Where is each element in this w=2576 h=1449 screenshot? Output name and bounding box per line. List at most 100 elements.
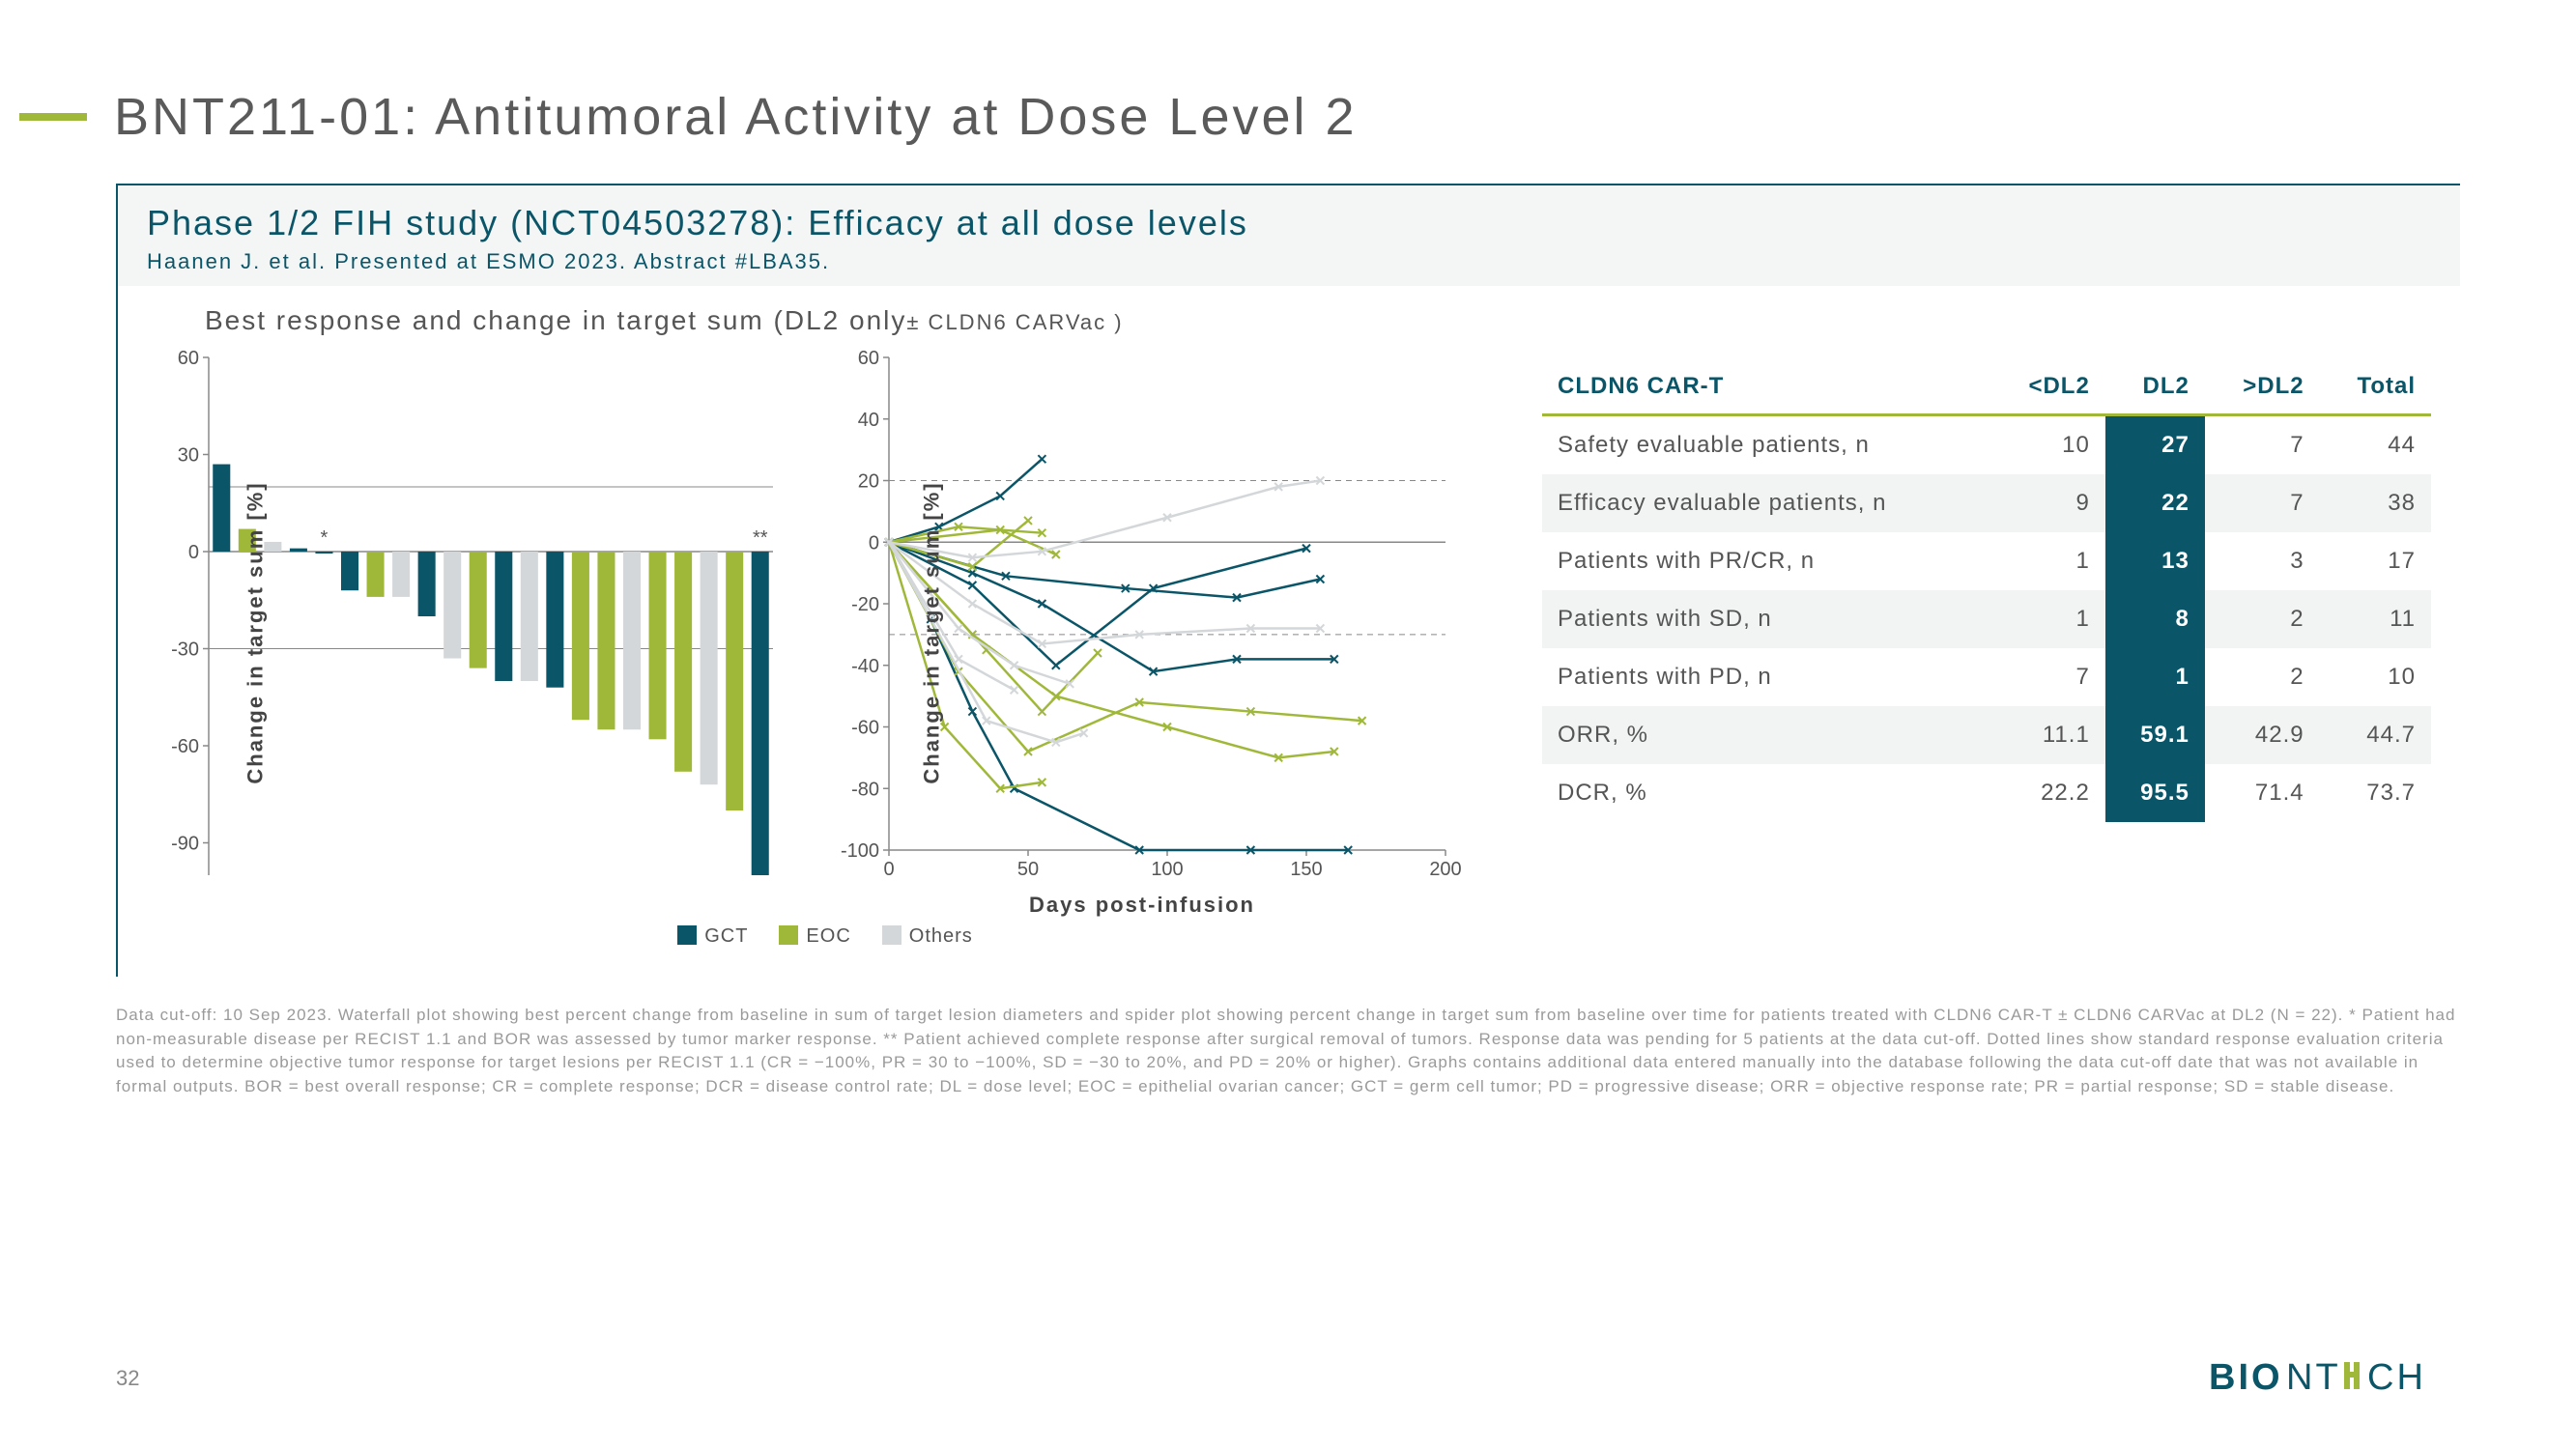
svg-text:30: 30 (178, 445, 199, 467)
table-cell: 8 (2105, 590, 2205, 648)
svg-text:**: ** (753, 527, 768, 549)
table-row: ORR, %11.159.142.944.7 (1542, 706, 2431, 764)
waterfall-chart: Change in target sum [%] -90 -60 -30 0 30 60 *… (147, 348, 785, 918)
table-header-cell: <DL2 (1990, 359, 2105, 415)
svg-text:60: 60 (858, 348, 879, 369)
svg-text:-40: -40 (851, 656, 879, 677)
svg-text:-80: -80 (851, 779, 879, 800)
table-cell: 73.7 (2320, 764, 2431, 822)
charts-region: Best response and change in target sum (… (147, 305, 1503, 948)
svg-text:200: 200 (1429, 859, 1461, 880)
svg-text:150: 150 (1290, 859, 1322, 880)
title-bar: BNT211-01: Antitumoral Activity at Dose … (116, 87, 2460, 147)
svg-text:0: 0 (869, 532, 879, 554)
table-row: Efficacy evaluable patients, n922738 (1542, 474, 2431, 532)
footnote: Data cut-off: 10 Sep 2023. Waterfall plo… (116, 1004, 2460, 1099)
table-cell: 3 (2205, 532, 2320, 590)
table-cell: 10 (1990, 415, 2105, 475)
spider-ylabel: Change in target sum [%] (920, 481, 945, 783)
svg-text:20: 20 (858, 471, 879, 493)
table-cell: 9 (1990, 474, 2105, 532)
charts-title: Best response and change in target sum (… (205, 305, 1503, 336)
legend-label: EOC (806, 925, 850, 947)
table-cell: 17 (2320, 532, 2431, 590)
panel-title: Phase 1/2 FIH study (NCT04503278): Effic… (147, 203, 2431, 243)
legend-label: GCT (704, 925, 748, 947)
table-header-cell: CLDN6 CAR-T (1542, 359, 1990, 415)
svg-text:0: 0 (188, 542, 199, 563)
legend-swatch-icon (779, 925, 798, 945)
table-cell: 11.1 (1990, 706, 2105, 764)
table-cell: 44.7 (2320, 706, 2431, 764)
svg-text:-30: -30 (171, 639, 199, 661)
table-row: Patients with PD, n71210 (1542, 648, 2431, 706)
content-panel: Phase 1/2 FIH study (NCT04503278): Effic… (116, 184, 2460, 977)
table-row: Patients with PR/CR, n113317 (1542, 532, 2431, 590)
table-cell: 1 (1990, 532, 2105, 590)
table-row: DCR, %22.295.571.473.7 (1542, 764, 2431, 822)
page-number: 32 (116, 1366, 139, 1391)
table-cell: Patients with SD, n (1542, 590, 1990, 648)
table-cell: 27 (2105, 415, 2205, 475)
table-row: Patients with SD, n18211 (1542, 590, 2431, 648)
table-cell: Patients with PD, n (1542, 648, 1990, 706)
table-cell: 1 (2105, 648, 2205, 706)
accent-bar-icon (19, 113, 87, 121)
svg-text:-60: -60 (171, 736, 199, 757)
legend-label: Others (909, 925, 973, 947)
table-cell: 95.5 (2105, 764, 2205, 822)
charts-row: Change in target sum [%] -90 -60 -30 0 30 60 *… (147, 348, 1503, 918)
svg-text:50: 50 (1017, 859, 1039, 880)
svg-text:CH: CH (2367, 1357, 2426, 1398)
efficacy-table: CLDN6 CAR-T<DL2DL2>DL2TotalSafety evalua… (1542, 359, 2431, 822)
svg-text:-100: -100 (841, 840, 879, 862)
table-cell: 2 (2205, 590, 2320, 648)
panel-subtitle: Haanen J. et al. Presented at ESMO 2023.… (147, 249, 2431, 274)
legend-item: GCT (677, 925, 748, 948)
table-cell: 38 (2320, 474, 2431, 532)
waterfall-ylabel: Change in target sum [%] (243, 481, 269, 783)
charts-title-b: ± CLDN6 CARVac ) (906, 310, 1123, 334)
chart-legend: GCT EOC Others (147, 925, 1503, 948)
legend-swatch-icon (677, 925, 697, 945)
table-cell: 10 (2320, 648, 2431, 706)
legend-item: Others (882, 925, 973, 948)
table-cell: 22 (2105, 474, 2205, 532)
company-logo: BIO NT CH (2209, 1352, 2460, 1401)
table-header-cell: Total (2320, 359, 2431, 415)
svg-text:*: * (321, 527, 329, 549)
slide: BNT211-01: Antitumoral Activity at Dose … (0, 0, 2576, 1449)
svg-text:-90: -90 (171, 834, 199, 855)
panel-header: Phase 1/2 FIH study (NCT04503278): Effic… (118, 185, 2460, 286)
table-cell: DCR, % (1542, 764, 1990, 822)
spider-chart: Change in target sum [%] -100 -80 -60 -40 -2… (823, 348, 1461, 918)
table-cell: 7 (1990, 648, 2105, 706)
slide-title: BNT211-01: Antitumoral Activity at Dose … (114, 87, 1358, 147)
efficacy-table-region: CLDN6 CAR-T<DL2DL2>DL2TotalSafety evalua… (1542, 305, 2431, 822)
table-cell: 42.9 (2205, 706, 2320, 764)
table-cell: 22.2 (1990, 764, 2105, 822)
table-cell: 59.1 (2105, 706, 2205, 764)
table-cell: 2 (2205, 648, 2320, 706)
charts-title-a: Best response and change in target sum (… (205, 305, 906, 335)
svg-text:0: 0 (883, 859, 894, 880)
table-cell: ORR, % (1542, 706, 1990, 764)
svg-text:60: 60 (178, 348, 199, 369)
table-cell: 44 (2320, 415, 2431, 475)
table-header-cell: >DL2 (2205, 359, 2320, 415)
spider-xlabel: Days post-infusion (823, 893, 1461, 918)
svg-text:-60: -60 (851, 718, 879, 739)
svg-text:NT: NT (2286, 1357, 2341, 1398)
legend-swatch-icon (882, 925, 902, 945)
table-row: Safety evaluable patients, n1027744 (1542, 415, 2431, 475)
table-cell: 7 (2205, 415, 2320, 475)
svg-text:100: 100 (1151, 859, 1183, 880)
legend-item: EOC (779, 925, 850, 948)
table-cell: 1 (1990, 590, 2105, 648)
table-cell: 7 (2205, 474, 2320, 532)
table-cell: 71.4 (2205, 764, 2320, 822)
table-cell: Patients with PR/CR, n (1542, 532, 1990, 590)
svg-text:-20: -20 (851, 594, 879, 615)
svg-text:BIO: BIO (2209, 1357, 2283, 1398)
table-cell: 11 (2320, 590, 2431, 648)
